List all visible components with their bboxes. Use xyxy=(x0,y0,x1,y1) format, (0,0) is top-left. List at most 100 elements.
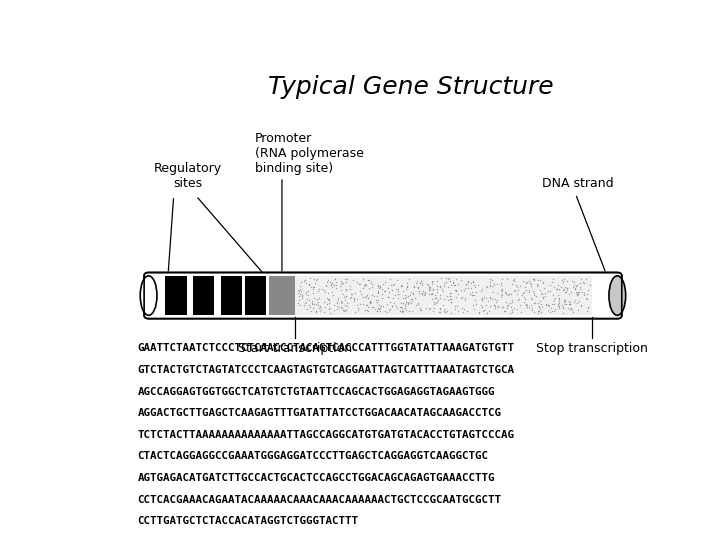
Point xyxy=(323,296,335,305)
Point xyxy=(332,295,343,304)
Point xyxy=(302,291,314,300)
Text: Start transcription: Start transcription xyxy=(238,342,352,355)
Point xyxy=(467,278,478,286)
Point xyxy=(402,300,414,308)
Point xyxy=(300,288,312,296)
Point xyxy=(439,305,451,313)
Point xyxy=(341,274,353,283)
Point xyxy=(567,307,579,316)
Point xyxy=(582,304,593,313)
Point xyxy=(481,308,492,317)
Point xyxy=(336,303,347,312)
Point xyxy=(406,295,418,303)
Point xyxy=(370,295,382,304)
Point xyxy=(564,298,575,306)
Point xyxy=(558,278,570,287)
Point xyxy=(312,287,324,295)
Point xyxy=(431,285,443,293)
Point xyxy=(323,305,335,314)
Point xyxy=(417,287,428,295)
Point xyxy=(421,280,433,288)
Point xyxy=(437,301,449,310)
Point xyxy=(532,280,544,289)
Point xyxy=(336,296,347,305)
Point xyxy=(431,276,443,285)
Point xyxy=(330,284,342,293)
Point xyxy=(546,278,557,287)
Point xyxy=(423,284,435,293)
Point xyxy=(292,288,303,297)
Point xyxy=(473,308,485,317)
Point xyxy=(303,301,315,310)
Point xyxy=(521,300,533,309)
Point xyxy=(564,289,575,298)
Point xyxy=(573,296,585,305)
Point xyxy=(360,300,372,309)
Point xyxy=(525,279,536,288)
Point xyxy=(444,277,455,286)
Point xyxy=(438,307,449,315)
Point xyxy=(397,294,409,302)
Point xyxy=(299,276,310,285)
Point xyxy=(326,279,338,287)
Point xyxy=(487,288,499,297)
Point xyxy=(352,303,364,312)
Point xyxy=(518,287,530,296)
Point xyxy=(512,286,523,294)
Point xyxy=(323,294,334,303)
Point xyxy=(584,280,595,289)
Point xyxy=(316,285,328,293)
Point xyxy=(501,301,513,310)
Point xyxy=(476,296,487,305)
Point xyxy=(365,277,377,286)
Point xyxy=(374,283,385,292)
Point xyxy=(459,284,471,292)
Point xyxy=(540,301,552,309)
Point xyxy=(568,298,580,306)
Point xyxy=(416,281,428,289)
Point xyxy=(390,285,402,293)
Point xyxy=(563,299,575,308)
Point xyxy=(336,304,348,313)
Point xyxy=(531,292,542,301)
Point xyxy=(319,287,330,296)
Point xyxy=(444,289,456,298)
Point xyxy=(529,299,541,308)
Point xyxy=(306,299,318,307)
Point xyxy=(341,302,353,310)
Point xyxy=(409,294,420,303)
Point xyxy=(507,298,518,307)
Point xyxy=(568,278,580,286)
Point xyxy=(372,298,383,307)
Point xyxy=(445,295,456,303)
Point xyxy=(372,282,384,291)
Point xyxy=(379,307,390,315)
Point xyxy=(303,279,315,288)
Point xyxy=(333,303,345,312)
Point xyxy=(415,277,426,286)
Point xyxy=(531,280,543,288)
Point xyxy=(459,304,470,313)
Point xyxy=(321,294,333,303)
Point xyxy=(534,301,545,310)
Point xyxy=(400,293,411,301)
Point xyxy=(469,304,480,313)
Point xyxy=(500,298,512,306)
Point xyxy=(434,305,446,313)
Bar xyxy=(269,276,295,315)
Point xyxy=(315,302,326,310)
Point xyxy=(561,286,572,295)
Point xyxy=(332,294,343,302)
Point xyxy=(372,289,384,298)
Point xyxy=(364,298,375,307)
Point xyxy=(512,283,523,292)
Point xyxy=(340,292,351,300)
Point xyxy=(545,303,557,312)
Point xyxy=(546,291,558,300)
Point xyxy=(340,277,351,286)
Point xyxy=(422,281,433,289)
Point xyxy=(538,284,549,292)
Point xyxy=(548,300,559,308)
Point xyxy=(500,289,512,298)
Point xyxy=(564,305,575,314)
